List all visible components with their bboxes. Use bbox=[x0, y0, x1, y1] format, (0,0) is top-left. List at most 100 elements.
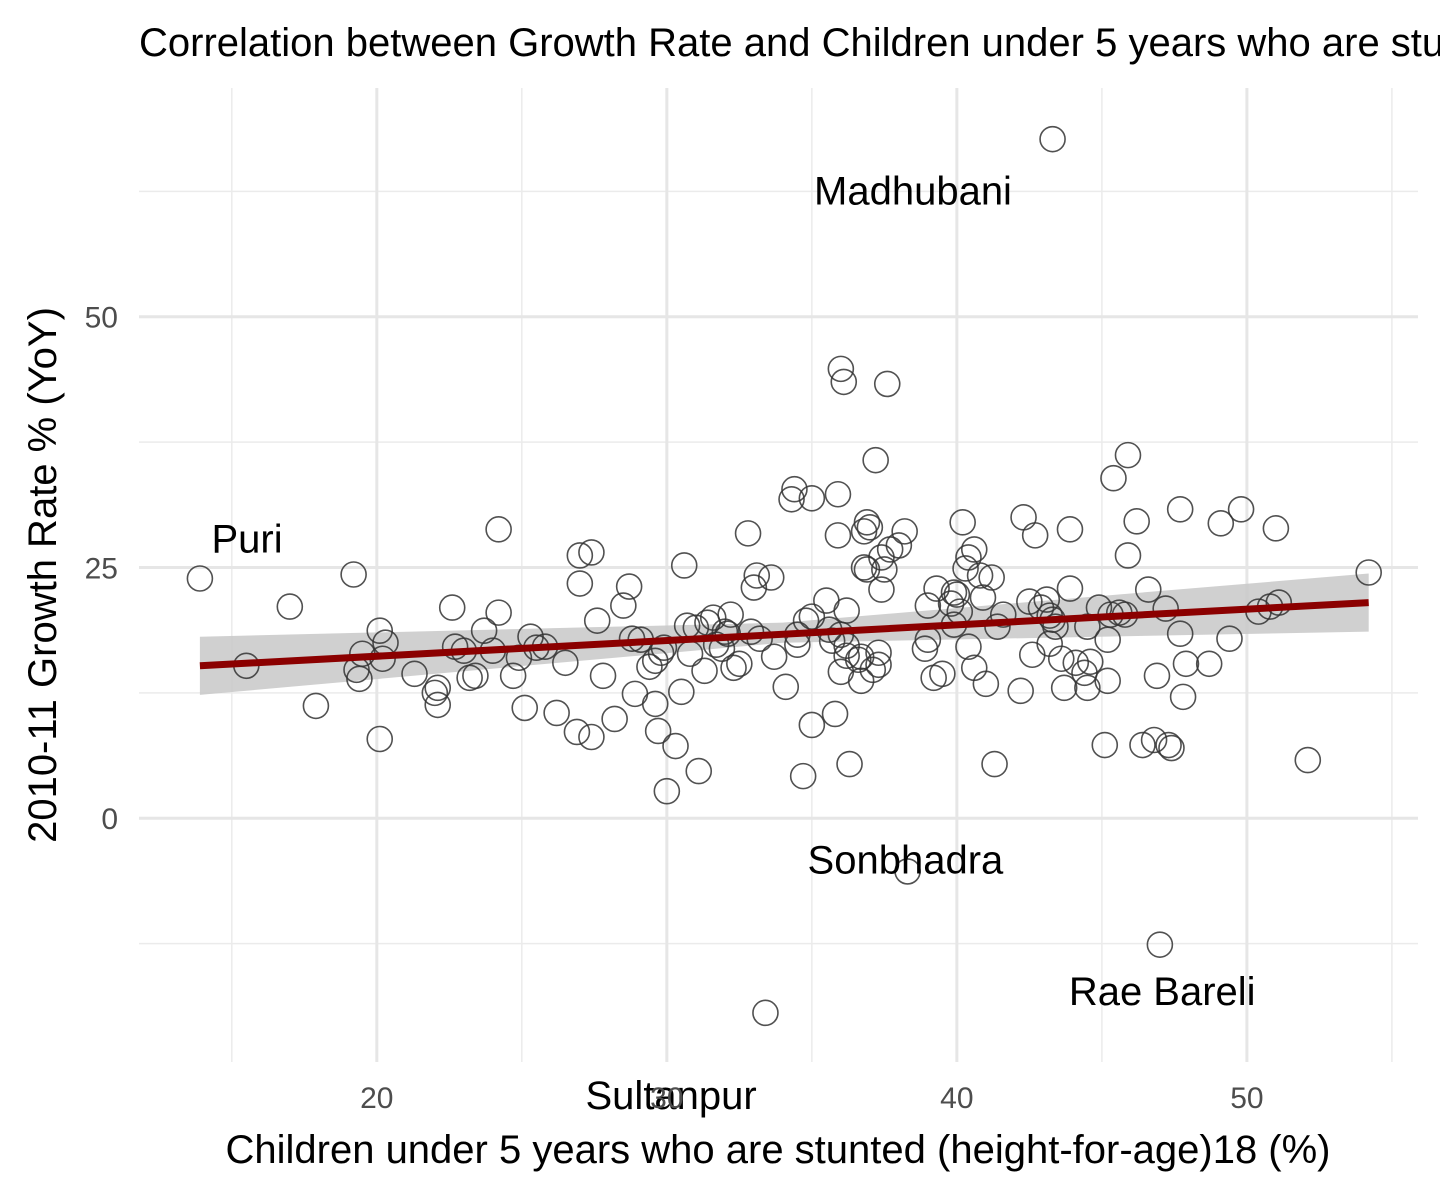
scatter-point bbox=[685, 757, 713, 785]
scatter-point bbox=[668, 678, 695, 706]
scatter-point bbox=[691, 657, 718, 685]
tick-labels: 20 30 40 50 0 25 50 bbox=[85, 302, 1264, 1115]
scatter-point bbox=[737, 618, 765, 645]
major-gridlines bbox=[139, 88, 1418, 1062]
scatter-point bbox=[462, 662, 489, 690]
scatter-point bbox=[583, 607, 611, 634]
scatter-point bbox=[1039, 125, 1066, 153]
scatter-point bbox=[1033, 586, 1061, 613]
scatter-point bbox=[1158, 734, 1185, 762]
scatter-point bbox=[865, 651, 892, 679]
scatter-point bbox=[966, 562, 994, 589]
scatter-point bbox=[778, 485, 805, 513]
scatter-point bbox=[981, 750, 1008, 778]
scatter-point bbox=[699, 604, 727, 631]
scatter-point bbox=[798, 711, 826, 739]
scatter-point bbox=[821, 700, 849, 728]
y-axis-title: 2010-11 Growth Rate % (YoY) bbox=[21, 307, 65, 843]
scatter-point bbox=[885, 532, 913, 559]
scatter-point bbox=[1100, 464, 1127, 492]
scatter-point bbox=[1050, 674, 1078, 702]
scatter-point bbox=[589, 662, 617, 690]
scatter-point bbox=[563, 718, 591, 746]
scatter-point bbox=[1146, 931, 1174, 958]
x-tick-label: 50 bbox=[1230, 1082, 1263, 1115]
scatter-point bbox=[615, 573, 643, 600]
scatter-point bbox=[702, 631, 730, 659]
scatter-point bbox=[760, 643, 788, 671]
scatter-point bbox=[1355, 559, 1382, 586]
scatter-point bbox=[1021, 522, 1049, 549]
scatter-point bbox=[1262, 515, 1290, 542]
scatter-point bbox=[781, 475, 808, 503]
scatter-point bbox=[726, 650, 753, 678]
scatter-point bbox=[186, 565, 214, 592]
scatter-point bbox=[757, 564, 785, 591]
scatter-point bbox=[1166, 620, 1194, 647]
trend-line bbox=[199, 599, 1369, 670]
scatter-point bbox=[873, 370, 901, 398]
scatter-point bbox=[859, 656, 887, 684]
scatter-point bbox=[937, 590, 965, 617]
scatter-point bbox=[276, 593, 304, 620]
scatter-point bbox=[366, 617, 394, 644]
scatter-point bbox=[644, 717, 672, 745]
scatter-point bbox=[1166, 495, 1194, 523]
scatter-point bbox=[650, 634, 678, 662]
scatter-point bbox=[734, 520, 762, 547]
scatter-point bbox=[1074, 613, 1101, 640]
scatter-point bbox=[1140, 726, 1168, 754]
scatter-point bbox=[1216, 625, 1243, 652]
scatter-point bbox=[424, 674, 452, 702]
scatter-point bbox=[862, 446, 889, 474]
scatter-point bbox=[850, 554, 878, 581]
scatter-point bbox=[1010, 504, 1037, 531]
scatter-point bbox=[601, 705, 628, 733]
scatter-point bbox=[302, 692, 330, 720]
scatter-point bbox=[798, 484, 826, 512]
scatter-point bbox=[578, 723, 605, 751]
scatter-point bbox=[894, 858, 921, 885]
minor-gridlines bbox=[139, 88, 1418, 1062]
scatter-point bbox=[1091, 731, 1119, 759]
scatter-point bbox=[865, 639, 892, 667]
trend-line-layer bbox=[199, 599, 1369, 670]
scatter-point bbox=[789, 762, 817, 790]
x-axis-title: Children under 5 years who are stunted (… bbox=[225, 1128, 1330, 1172]
chart-title: Correlation between Growth Rate and Chil… bbox=[139, 21, 1440, 65]
scatter-point bbox=[485, 516, 512, 543]
scatter-point bbox=[1227, 495, 1255, 523]
scatter-point bbox=[868, 576, 895, 603]
scatter-point bbox=[847, 667, 875, 695]
scatter-point bbox=[772, 673, 800, 701]
scatter-point bbox=[853, 509, 881, 536]
scatter-point bbox=[424, 691, 452, 719]
scatter-point bbox=[1134, 576, 1162, 603]
scatter-point bbox=[717, 601, 744, 628]
scatter-point bbox=[1094, 667, 1121, 695]
scatter-point bbox=[1114, 441, 1142, 469]
scatter-point bbox=[1056, 516, 1084, 543]
scatter-point bbox=[1195, 650, 1223, 678]
scatter-point bbox=[833, 597, 860, 624]
scatter-point bbox=[366, 725, 394, 753]
scatter-point bbox=[960, 536, 988, 563]
scatter-point bbox=[743, 562, 771, 589]
x-tick-label: 30 bbox=[650, 1082, 683, 1115]
scatter-point bbox=[830, 368, 858, 396]
scatter-point bbox=[1018, 641, 1046, 669]
scatter-point bbox=[929, 660, 956, 688]
scatter-point bbox=[421, 679, 449, 707]
scatter-point bbox=[833, 642, 860, 670]
scatter-point bbox=[1129, 731, 1156, 759]
scatter-point bbox=[836, 750, 863, 778]
scatter-point bbox=[1062, 649, 1090, 677]
scatter-point bbox=[401, 660, 428, 688]
scatter-point bbox=[1172, 650, 1200, 678]
scatter-point bbox=[1294, 746, 1322, 774]
scatter-point bbox=[610, 592, 637, 619]
scatter-point bbox=[891, 518, 918, 545]
scatter-point bbox=[1265, 589, 1293, 616]
scatter-point bbox=[578, 539, 605, 566]
